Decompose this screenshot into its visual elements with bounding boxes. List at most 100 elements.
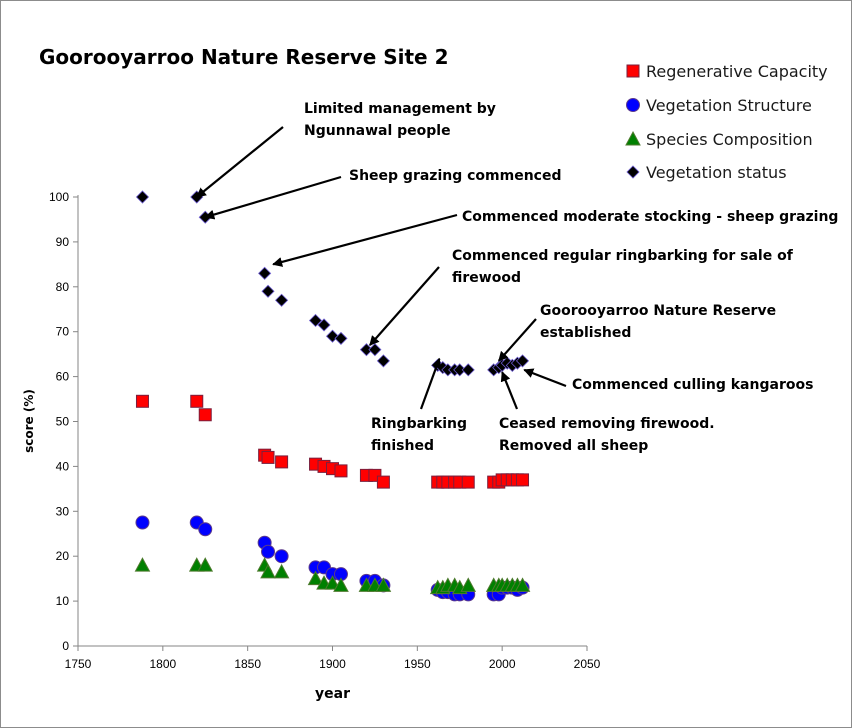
series-triangle [134,557,531,595]
square-point [261,450,275,464]
annotation-arrow [497,318,537,362]
annotation-text: firewood [452,270,521,286]
annotation-arrow [523,368,567,388]
y-axis-label: score (%) [22,389,36,453]
square-point [334,464,348,478]
circle-point [261,544,276,559]
diamond-point [368,343,382,357]
diamond-point [275,293,289,307]
diamond-point [308,313,323,328]
diamond-point [258,266,272,280]
circle-point [274,549,289,564]
annotation: Ringbarking finished [371,357,467,454]
triangle-point [260,563,276,579]
triangle-point [514,577,531,592]
x-tick-label: 1900 [319,657,346,671]
triangle-point [197,557,214,572]
x-tick-label: 1850 [234,657,261,671]
square-point [135,394,149,408]
square-point [461,475,475,489]
plot-marks [134,190,531,602]
annotation-text: Removed all sheep [499,438,648,454]
x-tick-label: 2050 [574,657,601,671]
annotation-text: Commenced culling kangaroos [572,377,813,393]
annotation-text: finished [371,438,434,454]
annotation-arrow [500,371,519,410]
diamond-point [515,354,530,368]
circle-point [135,515,150,530]
annotation: Goorooyarroo Nature Reserve established [497,303,776,362]
legend-label: Species Composition [646,130,813,149]
annotation: Commenced culling kangaroos [523,368,813,393]
annotation-text: Limited management by [304,101,496,117]
diamond-point [261,284,275,298]
series-square [135,394,530,489]
y-tick-label: 90 [56,235,70,249]
triangle-point [307,570,324,586]
legend-label: Vegetation Structure [646,96,812,115]
square-point [376,475,390,489]
chart-title: Goorooyarroo Nature Reserve Site 2 [39,45,449,69]
diamond-point [135,190,150,204]
triangle-point [134,557,151,572]
x-tick-label: 1750 [65,657,92,671]
annotation-text: Goorooyarroo Nature Reserve [540,303,776,319]
y-tick-label: 70 [56,325,70,339]
y-tick-label: 60 [56,370,70,384]
annotation-text: Ringbarking [371,416,467,432]
legend: Regenerative Capacity Vegetation Structur… [625,62,828,182]
y-tick-label: 20 [56,549,70,563]
x-axis-label: year [315,686,350,702]
legend-label: Vegetation status [646,163,787,182]
annotation-text: Ceased removing firewood. [499,416,715,432]
square-point [516,473,530,487]
diamond-point [461,363,475,377]
y-tick-label: 80 [56,280,70,294]
square-point [275,455,289,469]
x-tick-label: 1950 [404,657,431,671]
annotation-arrow [272,213,458,267]
legend-circle-icon [626,98,640,112]
annotation-arrow [419,357,441,410]
annotation: Commenced moderate stocking - sheep graz… [272,209,838,267]
legend-diamond-icon [626,165,640,179]
annotation: Ceased removing firewood. Removed all she… [499,371,715,454]
annotation-arrow [369,266,440,346]
annotation-text: Ngunnawal people [304,123,451,139]
annotation-text: established [540,325,631,341]
axes: 0 10 20 30 40 50 60 70 80 90 100 1750 1800 1850 1900 19… [22,190,601,702]
legend-square-icon [626,64,640,78]
square-point [198,408,212,422]
y-tick-label: 50 [56,415,70,429]
y-tick-label: 10 [56,594,70,608]
annotation: Sheep grazing commenced [204,168,562,220]
triangle-point [324,575,341,590]
annotation-text: Sheep grazing commenced [349,168,562,184]
legend-label: Regenerative Capacity [646,62,828,81]
annotations: Limited management by Ngunnawal people She… [195,101,838,454]
triangle-point [460,577,477,592]
square-point [190,394,204,408]
annotation-arrow [195,126,284,198]
annotation-text: Commenced regular ringbarking for sale o… [452,248,794,264]
y-tick-label: 40 [56,459,70,473]
y-tick-label: 0 [62,639,69,653]
diamond-point [334,331,348,346]
y-tick-label: 30 [56,504,70,518]
legend-triangle-icon [625,130,641,146]
annotation: Commenced regular ringbarking for sale o… [369,248,794,346]
triangle-point [375,577,392,592]
y-tick-label: 100 [49,190,69,204]
circle-point [198,522,213,537]
x-tick-label: 2000 [489,657,516,671]
annotation-arrow [204,175,342,220]
diamond-point [376,354,390,368]
x-tick-label: 1800 [149,657,176,671]
annotation-text: Commenced moderate stocking - sheep graz… [462,209,838,225]
diamond-point [317,318,331,332]
triangle-point [273,563,290,579]
triangle-point [333,577,349,592]
annotation: Limited management by Ngunnawal people [195,101,496,198]
